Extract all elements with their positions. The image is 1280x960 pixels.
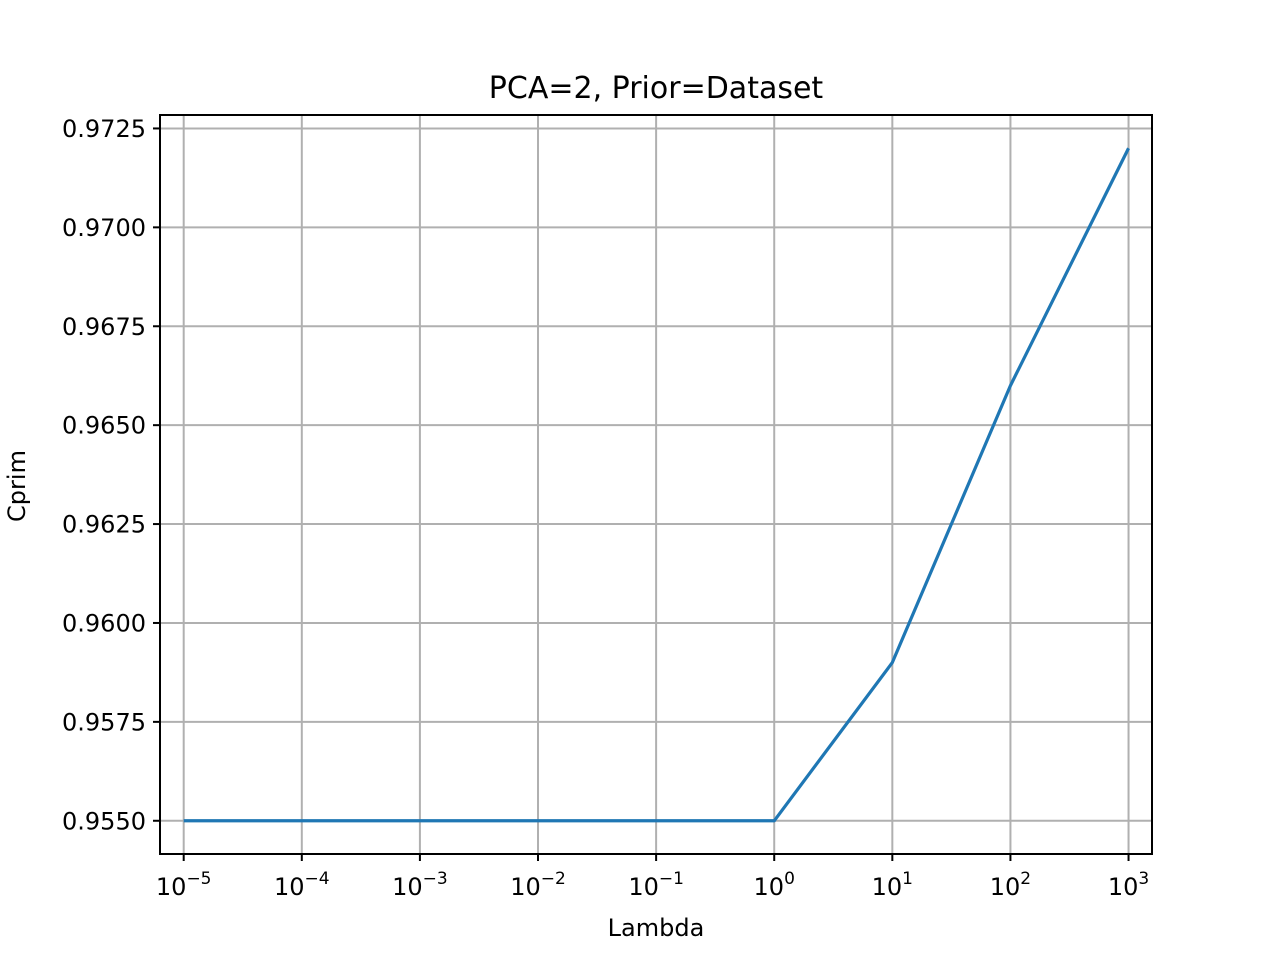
grid [160, 115, 1152, 854]
y-tick-label: 0.9575 [62, 708, 146, 736]
y-tick-label: 0.9625 [62, 511, 146, 539]
x-tick-exponent: 2 [1020, 869, 1031, 889]
x-tick-label: 10−4 [274, 869, 330, 901]
x-tick-label: 101 [872, 869, 913, 901]
series-line-0 [183, 147, 1130, 823]
chart-title: PCA=2, Prior=Dataset [489, 71, 824, 106]
y-tick-label: 0.9700 [62, 214, 146, 242]
x-axis-label: Lambda [608, 914, 705, 942]
plot-frame [159, 114, 1153, 855]
y-tick-label: 0.9725 [62, 115, 146, 143]
x-tick-exponent: −5 [186, 869, 211, 889]
x-tick-label: 103 [1108, 869, 1149, 901]
x-tick-exponent: −1 [659, 869, 684, 889]
x-tick-label: 10−2 [510, 869, 566, 901]
x-tick-label: 10−5 [156, 869, 212, 901]
y-tick-label: 0.9650 [62, 412, 146, 440]
ticks: 10−5 10−4 10−3 10−2 10−1 100 101 102 1030.95500.… [62, 115, 1149, 901]
x-tick-label: 102 [990, 869, 1031, 901]
y-tick-label: 0.9675 [62, 313, 146, 341]
x-tick-label: 100 [754, 869, 795, 901]
x-tick-exponent: −2 [541, 869, 566, 889]
y-tick-label: 0.9550 [62, 807, 146, 835]
x-tick-exponent: −3 [423, 869, 448, 889]
y-axis-label: Cprim [3, 450, 31, 522]
x-tick-label: 10−3 [392, 869, 448, 901]
x-tick-label: 10−1 [628, 869, 684, 901]
x-tick-exponent: 3 [1138, 869, 1149, 889]
x-tick-exponent: 1 [902, 869, 913, 889]
y-tick-label: 0.9600 [62, 609, 146, 637]
x-tick-exponent: −4 [305, 869, 330, 889]
x-tick-exponent: 0 [784, 869, 795, 889]
series-layer [183, 147, 1130, 823]
